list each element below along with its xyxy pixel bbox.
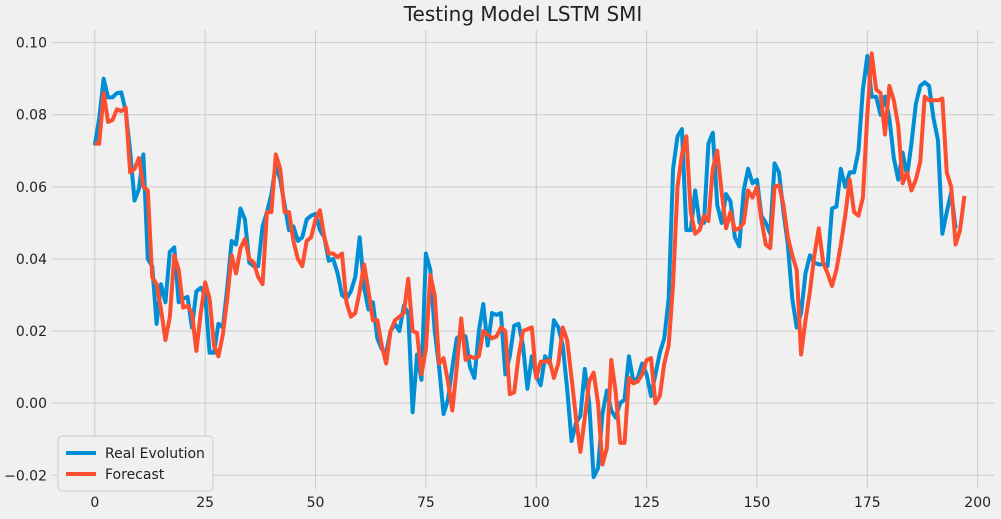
chart-title: Testing Model LSTM SMI: [403, 2, 643, 26]
x-tick-label: 175: [854, 495, 881, 511]
y-tick-label: 0.06: [16, 180, 47, 196]
y-tick-label: 0.08: [16, 108, 47, 124]
x-tick-label: 100: [523, 495, 550, 511]
y-tick-label: 0.10: [16, 36, 47, 52]
y-tick-label: 0.04: [16, 252, 47, 268]
legend: Real Evolution Forecast: [57, 435, 214, 492]
x-tick-label: 150: [744, 495, 771, 511]
x-tick-label: 125: [633, 495, 660, 511]
y-axis-tick-labels: −0.02 0.00 0.02 0.04 0.06 0.08 0.10: [4, 36, 47, 485]
y-tick-label: 0.00: [16, 396, 47, 412]
legend-label-forecast: Forecast: [105, 467, 165, 483]
x-tick-label: 50: [307, 495, 325, 511]
x-axis-tick-labels: 0 25 50 75 100 125 150 175 200: [90, 495, 991, 511]
y-tick-label: −0.02: [4, 468, 47, 484]
series-line-forecast: [94, 51, 967, 467]
x-tick-label: 75: [417, 495, 435, 511]
series-lines: [92, 51, 967, 480]
y-tick-label: 0.02: [16, 324, 47, 340]
legend-box: [57, 435, 214, 492]
x-tick-label: 200: [964, 495, 991, 511]
legend-label-real-evolution: Real Evolution: [105, 446, 205, 462]
x-tick-label: 0: [90, 495, 99, 511]
x-tick-label: 25: [196, 495, 214, 511]
